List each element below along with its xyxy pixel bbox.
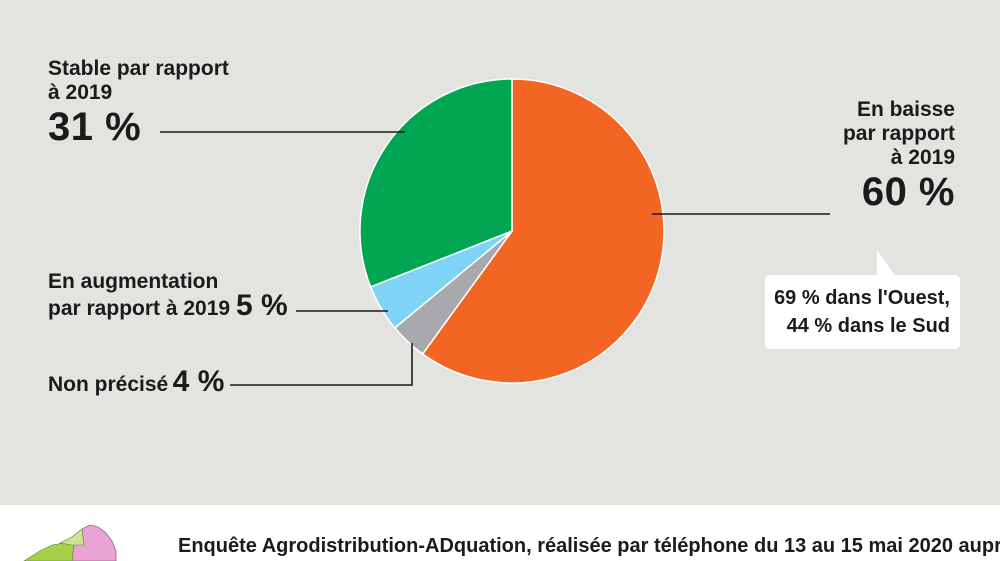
label-stable: Stable par rapport à 2019 31 % (48, 57, 248, 149)
label-non-precise-row: Non précisé 4 % (48, 365, 224, 398)
regional-note-line2: 44 % dans le Sud (786, 315, 950, 337)
label-baisse: En baisse par rapport à 2019 60 % (755, 98, 955, 214)
note-pointer (877, 250, 896, 277)
footer-source-text: Enquête Agrodistribution-ADquation, réal… (178, 535, 1000, 557)
footer: Enquête Agrodistribution-ADquation, réal… (0, 505, 1000, 561)
label-augmentation: En augmentation par rapport à 2019 5 % (48, 270, 308, 321)
regional-note-line1: 69 % dans l'Ouest, (774, 287, 950, 309)
label-baisse-line2: par rapport (842, 122, 955, 145)
label-baisse-value: 60 % (861, 170, 955, 214)
france-map-thumbnail (23, 524, 117, 561)
label-baisse-line1: En baisse (856, 98, 955, 121)
label-augmentation-line2: par rapport à 2019 (48, 297, 231, 320)
pie-slices (359, 78, 665, 384)
label-non-precise-value: 4 % (172, 365, 225, 398)
leader-line-non-precise (230, 343, 413, 386)
label-augmentation-value: 5 % (235, 289, 288, 322)
pie-slice-3 (359, 78, 513, 288)
label-stable-line2: à 2019 (48, 81, 113, 104)
label-stable-line1: Stable par rapport (48, 57, 229, 80)
regional-note: 69 % dans l'Ouest, 44 % dans le Sud (765, 275, 960, 349)
label-baisse-line3: à 2019 (890, 146, 955, 169)
label-non-precise-line1: Non précisé (48, 373, 169, 396)
leader-lines (160, 131, 830, 386)
label-augmentation-line2-row: par rapport à 2019 5 % (48, 291, 308, 321)
pie-chart (160, 78, 896, 386)
label-augmentation-line1: En augmentation (48, 270, 219, 293)
label-stable-value: 31 % (48, 105, 142, 149)
pie-slice-0 (421, 78, 665, 384)
label-non-precise: Non précisé 4 % (48, 365, 288, 399)
